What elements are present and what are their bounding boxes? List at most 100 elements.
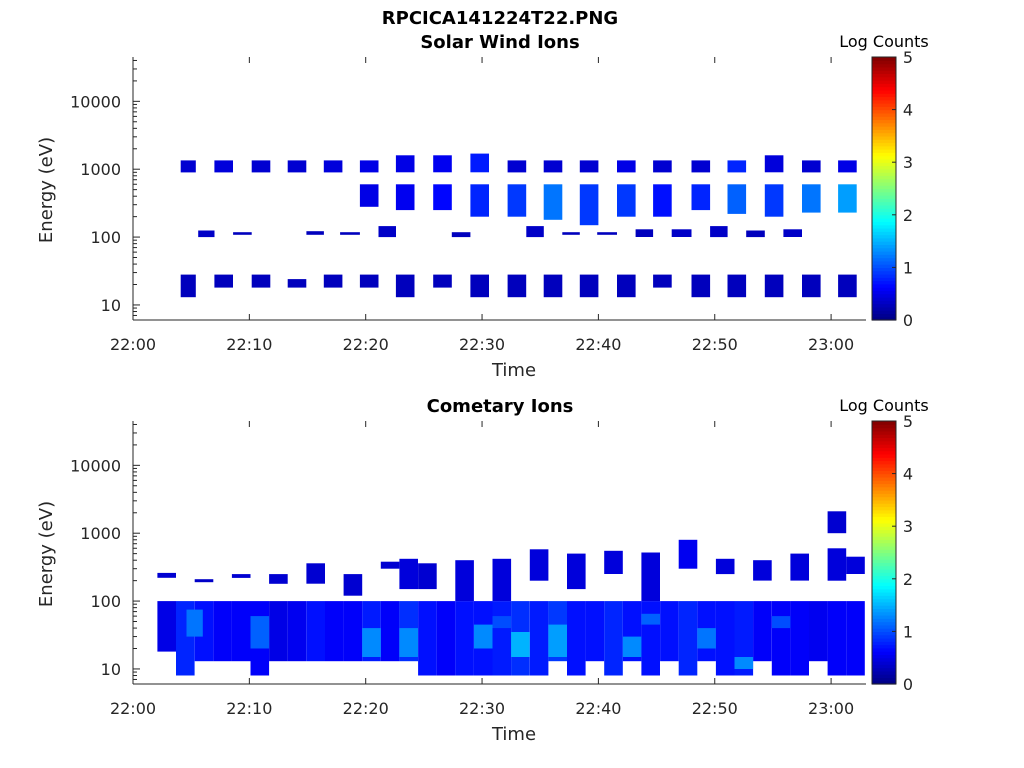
heatmap-cell xyxy=(507,160,527,173)
colorbar-segment xyxy=(872,234,896,239)
colorbar-segment xyxy=(872,86,896,91)
heatmap-cell xyxy=(395,184,415,211)
heatmap-cell xyxy=(846,556,865,574)
heatmap-cell xyxy=(380,561,400,569)
heatmap-cell xyxy=(180,274,196,298)
colorbar-segment xyxy=(872,201,896,206)
colorbar-segment xyxy=(872,430,896,435)
colorbar-segment xyxy=(872,611,896,616)
y-tick-label: 1000 xyxy=(80,160,121,179)
heatmap-cell xyxy=(746,230,765,238)
heatmap-cell xyxy=(233,232,252,235)
colorbar-segment xyxy=(872,440,896,445)
colorbar-segment xyxy=(872,214,896,219)
y-tick-label: 10000 xyxy=(70,456,121,475)
colorbar: 0 1 2 3 4 5 xyxy=(871,412,913,694)
colorbar: 0 1 2 3 4 5 xyxy=(871,48,913,330)
heatmap-cell xyxy=(511,632,530,657)
colorbar-segment xyxy=(872,83,896,88)
heatmap-cell xyxy=(214,274,233,288)
colorbar-segment xyxy=(872,516,896,521)
colorbar-segment xyxy=(872,634,896,639)
heatmap-cell xyxy=(827,601,847,676)
colorbar-segment xyxy=(872,470,896,475)
heatmap-cell xyxy=(287,160,307,173)
colorbar-segment xyxy=(872,112,896,117)
colorbar-segment xyxy=(872,290,896,295)
colorbar-tick-label: 5 xyxy=(903,412,913,431)
colorbar-segment xyxy=(872,139,896,144)
colorbar-segment xyxy=(872,509,896,514)
colorbar-segment xyxy=(872,601,896,606)
colorbar-segment xyxy=(872,211,896,216)
colorbar-segment xyxy=(872,434,896,439)
heatmap-cell xyxy=(660,601,679,662)
colorbar-segment xyxy=(872,254,896,259)
heatmap-cell xyxy=(395,274,415,298)
panel-title-cometary: Cometary Ions xyxy=(427,396,574,417)
heatmap-cell xyxy=(567,601,586,676)
heatmap-cell xyxy=(180,160,196,173)
heatmap-cell xyxy=(641,552,660,602)
colorbar-segment xyxy=(872,149,896,153)
colorbar-segment xyxy=(872,621,896,626)
heatmap-cell xyxy=(790,553,809,581)
colorbar-segment xyxy=(872,188,896,193)
colorbar-segment xyxy=(872,670,896,675)
colorbar-segment xyxy=(872,641,896,646)
colorbar-segment xyxy=(872,539,896,544)
colorbar-segment xyxy=(872,588,896,593)
colorbar-segment xyxy=(872,270,896,275)
x-tick-label: 22:30 xyxy=(459,335,505,354)
colorbar-segment xyxy=(872,552,896,557)
colorbar-segment xyxy=(872,264,896,268)
heatmap-cell xyxy=(622,636,642,657)
x-tick-label: 22:30 xyxy=(459,699,505,718)
heatmap-cell xyxy=(433,274,452,288)
colorbar-segment xyxy=(872,191,896,196)
heatmap-cell xyxy=(727,160,747,173)
heatmap-cell xyxy=(251,160,271,173)
colorbar-tick-label: 4 xyxy=(903,465,913,484)
heatmap-cell xyxy=(838,274,857,298)
figure-title: RPCICA141224T22.PNG xyxy=(382,8,618,29)
colorbar-segment xyxy=(872,303,896,308)
x-axis-label: Time xyxy=(491,724,536,745)
x-tick-label: 22:10 xyxy=(226,699,272,718)
colorbar-segment xyxy=(872,119,896,124)
colorbar-segment xyxy=(872,647,896,652)
colorbar-segment xyxy=(872,450,896,455)
colorbar-tick-label: 1 xyxy=(903,622,913,641)
colorbar-segment xyxy=(872,536,896,540)
colorbar-segment xyxy=(872,241,896,245)
colorbar-segment xyxy=(872,526,896,531)
colorbar-segment xyxy=(872,122,896,127)
colorbar-segment xyxy=(872,486,896,491)
colorbar-frame xyxy=(871,56,897,321)
colorbar-segment xyxy=(872,195,896,199)
colorbar-segment xyxy=(872,267,896,272)
x-tick-label: 22:20 xyxy=(343,699,389,718)
colorbar-segment xyxy=(872,565,896,570)
heatmap-cell xyxy=(507,184,527,217)
colorbar-segment xyxy=(872,257,896,262)
colorbar-segment xyxy=(872,427,896,432)
heatmap-cell xyxy=(617,274,636,298)
colorbar-segment xyxy=(872,447,896,452)
heatmap-cell xyxy=(579,274,599,298)
heatmap-cell xyxy=(715,601,735,676)
heatmap-cell xyxy=(604,601,623,676)
y-tick-label: 10 xyxy=(101,660,121,679)
heatmap-cell xyxy=(287,279,307,288)
colorbar-segment xyxy=(872,532,896,537)
colorbar-segment xyxy=(872,549,896,554)
colorbar-segment xyxy=(872,453,896,458)
colorbar-segment xyxy=(872,244,896,249)
colorbar-segment xyxy=(872,490,896,494)
colorbar-segment xyxy=(872,651,896,656)
heatmap-cell xyxy=(771,616,791,629)
heatmap-cell xyxy=(543,274,563,298)
heatmap-cell xyxy=(231,574,251,578)
x-tick-label: 23:00 xyxy=(808,699,854,718)
colorbar-segment xyxy=(872,473,896,478)
